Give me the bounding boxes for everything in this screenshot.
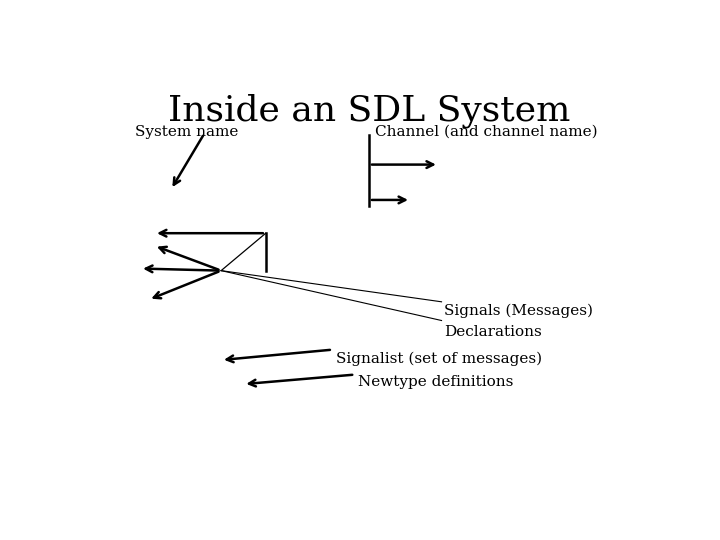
Text: Signals (Messages): Signals (Messages) [444, 304, 593, 318]
Text: Channel (and channel name): Channel (and channel name) [374, 125, 597, 139]
Text: Inside an SDL System: Inside an SDL System [168, 94, 570, 129]
Text: Declarations: Declarations [444, 325, 542, 339]
Text: Signalist (set of messages): Signalist (set of messages) [336, 352, 541, 366]
Text: System name: System name [135, 125, 238, 139]
Text: Newtype definitions: Newtype definitions [358, 375, 513, 389]
